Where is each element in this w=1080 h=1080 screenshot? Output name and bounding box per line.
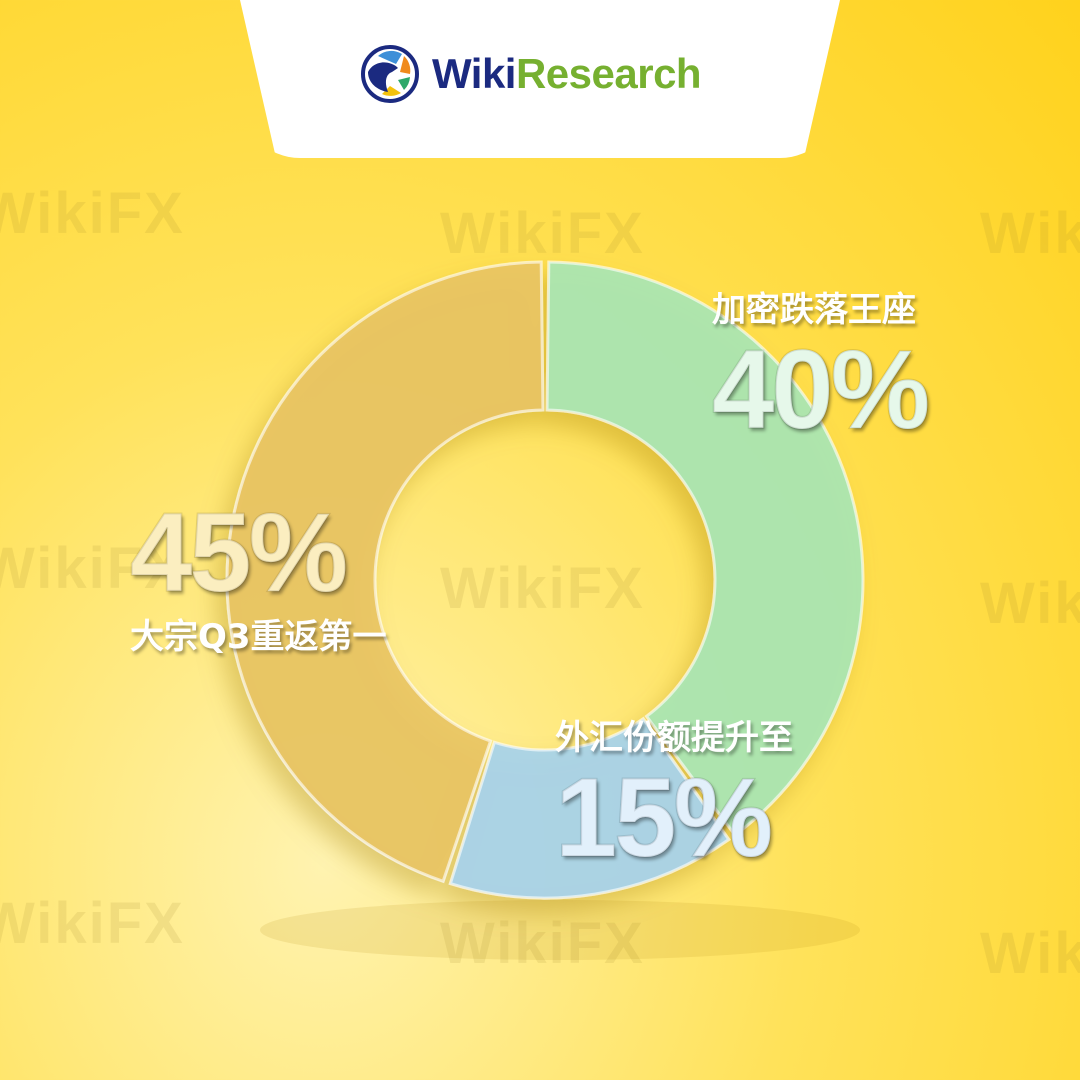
header-banner bbox=[240, 0, 840, 158]
watermark: WikiFX bbox=[980, 201, 1080, 266]
wikiresearch-logo: WikiResearch bbox=[360, 44, 702, 104]
watermark: WikiFX bbox=[440, 556, 645, 621]
watermark: WikiFX bbox=[0, 181, 185, 246]
watermark: WikiFX bbox=[440, 910, 645, 977]
label-crypto: 加密跌落王座 40% bbox=[711, 282, 931, 454]
slice-value: 40% bbox=[711, 326, 931, 453]
label-forex: 外汇份额提升至 15% bbox=[554, 710, 793, 882]
watermark: WikiFX bbox=[980, 921, 1080, 986]
donut-slice bbox=[225, 260, 545, 884]
slice-value: 45% bbox=[129, 489, 349, 616]
slice-caption: 加密跌落王座 bbox=[712, 290, 916, 330]
chart-shadow bbox=[260, 900, 860, 960]
label-commodity: 45% 大宗Q3重返第一 bbox=[129, 488, 387, 658]
watermark: WikiFX bbox=[440, 201, 645, 266]
brand-name: WikiResearch bbox=[432, 50, 702, 97]
donut-slice bbox=[545, 260, 865, 838]
slice-caption: 大宗Q3重返第一 bbox=[130, 617, 387, 657]
watermark: WikiFX bbox=[0, 536, 185, 601]
watermark: WikiFX bbox=[0, 891, 185, 956]
watermark: WikiFX bbox=[980, 571, 1080, 636]
slice-value: 15% bbox=[554, 754, 774, 881]
eagle-logo-icon bbox=[361, 45, 419, 103]
slice-caption: 外汇份额提升至 bbox=[555, 718, 793, 758]
donut-slice bbox=[448, 716, 731, 900]
